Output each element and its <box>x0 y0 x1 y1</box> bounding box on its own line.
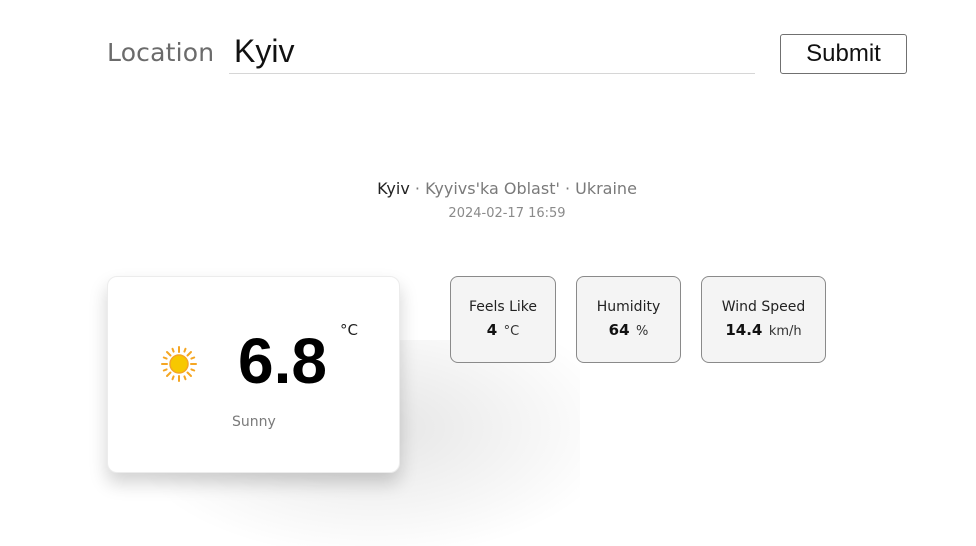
place-info: Kyiv · Kyyivs'ka Oblast' · Ukraine <box>0 179 976 198</box>
place-country: Ukraine <box>575 179 637 198</box>
humidity-card: Humidity 64 % <box>576 276 681 363</box>
temperature-value: 6.8 <box>238 325 327 397</box>
wind-speed-value: 14.4 <box>725 321 763 339</box>
place-city: Kyiv <box>377 179 410 198</box>
humidity-reading: 64 % <box>577 321 680 339</box>
wind-speed-label: Wind Speed <box>721 299 806 315</box>
location-label: Location <box>107 38 215 67</box>
humidity-label: Humidity <box>596 299 661 315</box>
location-input[interactable] <box>229 30 755 74</box>
humidity-value: 64 <box>608 321 630 339</box>
place-region: Kyyivs'ka Oblast' <box>425 179 560 198</box>
place-separator: · <box>559 179 576 198</box>
feels-like-unit: °C <box>503 324 520 339</box>
feels-like-reading: 4 °C <box>451 321 555 339</box>
place-separator: · <box>409 179 426 198</box>
weather-condition: Sunny <box>232 414 276 430</box>
feels-like-value: 4 <box>486 321 498 339</box>
place-datetime: 2024-02-17 16:59 <box>448 206 566 221</box>
wind-speed-reading: 14.4 km/h <box>702 321 825 339</box>
temperature-unit: °C <box>340 321 358 339</box>
sun-icon <box>161 346 197 382</box>
feels-like-label: Feels Like <box>468 299 538 315</box>
current-weather-card: 6.8 °C Sunny <box>107 276 400 473</box>
humidity-unit: % <box>635 324 649 339</box>
feels-like-card: Feels Like 4 °C <box>450 276 556 363</box>
wind-speed-card: Wind Speed 14.4 km/h <box>701 276 826 363</box>
submit-button[interactable]: Submit <box>780 34 907 74</box>
wind-speed-unit: km/h <box>768 324 802 339</box>
